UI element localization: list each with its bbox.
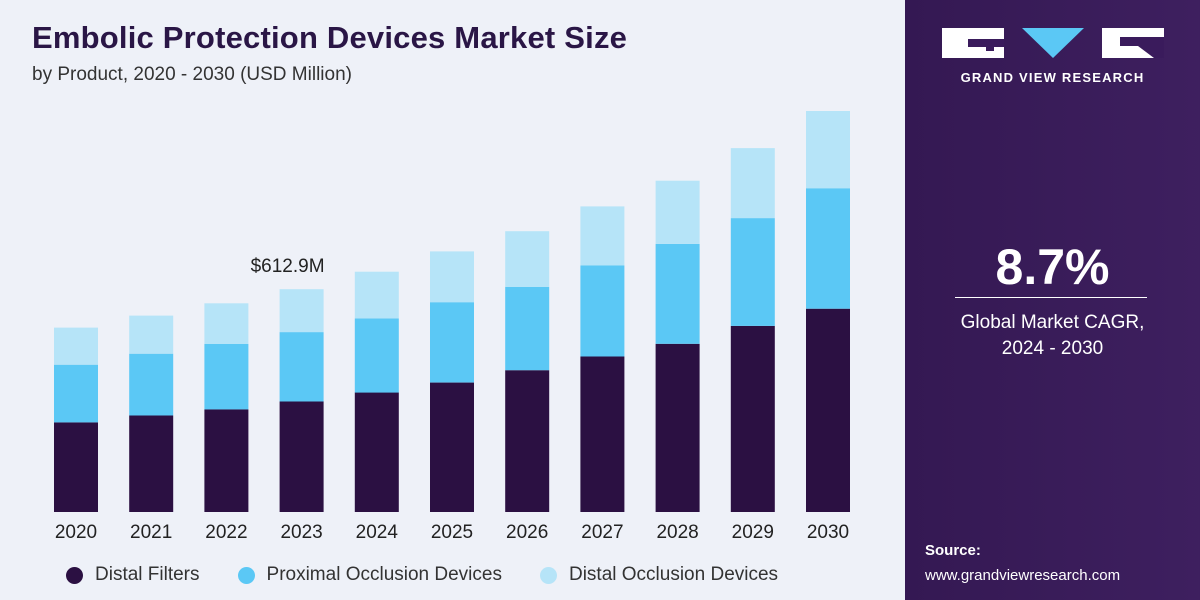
bar-proximal-occlusion-devices-2020 xyxy=(54,364,98,423)
x-tick-label-2022: 2022 xyxy=(205,522,247,543)
legend-label-distal-occlusion-devices: Distal Occlusion Devices xyxy=(568,564,779,585)
x-tick-label-2021: 2021 xyxy=(130,522,172,543)
bar-distal-filters-2029 xyxy=(730,325,775,512)
bar-proximal-occlusion-devices-2021 xyxy=(129,353,174,416)
legend-swatch-distal-filters xyxy=(66,566,83,584)
bar-proximal-occlusion-devices-2025 xyxy=(430,302,474,383)
cagr-value: 8.7% xyxy=(995,239,1110,295)
stacked-bar-chart: 2020 2021 2022 2023 2024 2025 2026 2027 2028 2029… xyxy=(54,111,850,543)
bar-distal-filters-2020 xyxy=(54,422,98,512)
x-tick-label-2020: 2020 xyxy=(55,522,97,543)
data-label-2023: $612.9M xyxy=(251,256,325,277)
bar-proximal-occlusion-devices-2030 xyxy=(806,188,850,309)
bar-distal-filters-2021 xyxy=(129,415,174,512)
bar-distal-filters-2026 xyxy=(505,370,550,512)
bar-distal-filters-2023 xyxy=(279,401,324,512)
bar-distal-filters-2025 xyxy=(430,382,474,512)
legend-swatch-proximal-occlusion-devices xyxy=(237,566,255,584)
x-tick-label-2024: 2024 xyxy=(356,522,399,543)
bar-proximal-occlusion-devices-2024 xyxy=(354,318,399,393)
bar-distal-occlusion-devices-2028 xyxy=(655,180,700,244)
bar-distal-occlusion-devices-2021 xyxy=(129,315,174,354)
bar-proximal-occlusion-devices-2029 xyxy=(730,218,775,326)
bar-distal-filters-2027 xyxy=(580,356,625,512)
bar-proximal-occlusion-devices-2023 xyxy=(279,332,324,402)
bar-proximal-occlusion-devices-2026 xyxy=(505,286,550,371)
panel-shade xyxy=(905,0,1200,600)
x-tick-label-2023: 2023 xyxy=(280,522,322,543)
source-link[interactable]: www.grandviewresearch.com xyxy=(925,567,1121,584)
x-tick-label-2028: 2028 xyxy=(656,522,698,543)
legend-item-proximal-occlusion-devices: Proximal Occlusion Devices xyxy=(237,564,502,586)
bar-distal-occlusion-devices-2027 xyxy=(580,206,625,266)
x-tick-label-2025: 2025 xyxy=(431,522,473,543)
chart-title: Embolic Protection Devices Market Size xyxy=(32,20,628,55)
bar-distal-filters-2022 xyxy=(204,409,249,512)
cagr-label-line-1: Global Market CAGR, xyxy=(960,312,1145,333)
source-label: Source: xyxy=(925,542,981,559)
chart-legend: Distal Filters Proximal Occlusion Device… xyxy=(66,562,816,588)
cagr-label: Global Market CAGR, 2024 - 2030 xyxy=(905,310,1200,362)
brand-name: GRAND VIEW RESEARCH xyxy=(960,70,1145,85)
bar-distal-occlusion-devices-2025 xyxy=(430,251,474,303)
bar-distal-occlusion-devices-2030 xyxy=(806,111,850,189)
legend-label-proximal-occlusion-devices: Proximal Occlusion Devices xyxy=(266,564,502,585)
x-tick-label-2026: 2026 xyxy=(506,522,548,543)
bar-distal-filters-2024 xyxy=(354,392,399,512)
chart-subtitle: by Product, 2020 - 2030 (USD Million) xyxy=(32,64,352,85)
bar-distal-occlusion-devices-2020 xyxy=(54,327,98,365)
x-tick-label-2027: 2027 xyxy=(581,522,623,543)
bar-distal-occlusion-devices-2022 xyxy=(204,303,249,344)
cagr-label-line-2: 2024 - 2030 xyxy=(1001,338,1104,359)
legend-item-distal-occlusion-devices: Distal Occlusion Devices xyxy=(539,564,779,586)
chart-panel: Embolic Protection Devices Market Size b… xyxy=(0,0,905,600)
bar-distal-filters-2030 xyxy=(806,308,850,512)
bar-proximal-occlusion-devices-2027 xyxy=(580,265,625,357)
legend-item-distal-filters: Distal Filters xyxy=(66,564,200,586)
grand-view-research-logo-icon xyxy=(942,28,1164,58)
bar-distal-occlusion-devices-2023 xyxy=(279,289,324,333)
bar-distal-occlusion-devices-2029 xyxy=(730,148,775,219)
cagr-divider xyxy=(955,297,1147,298)
x-tick-label-2030: 2030 xyxy=(807,522,849,543)
bar-proximal-occlusion-devices-2022 xyxy=(204,343,249,410)
bar-distal-occlusion-devices-2026 xyxy=(505,231,550,287)
legend-label-distal-filters: Distal Filters xyxy=(95,564,200,585)
x-tick-label-2029: 2029 xyxy=(732,522,774,543)
bar-distal-occlusion-devices-2024 xyxy=(354,271,399,319)
summary-panel: GRAND VIEW RESEARCH 8.7% Global Market C… xyxy=(905,0,1200,600)
bar-distal-filters-2028 xyxy=(655,343,700,512)
legend-swatch-distal-occlusion-devices xyxy=(539,566,557,584)
bar-proximal-occlusion-devices-2028 xyxy=(655,243,700,344)
